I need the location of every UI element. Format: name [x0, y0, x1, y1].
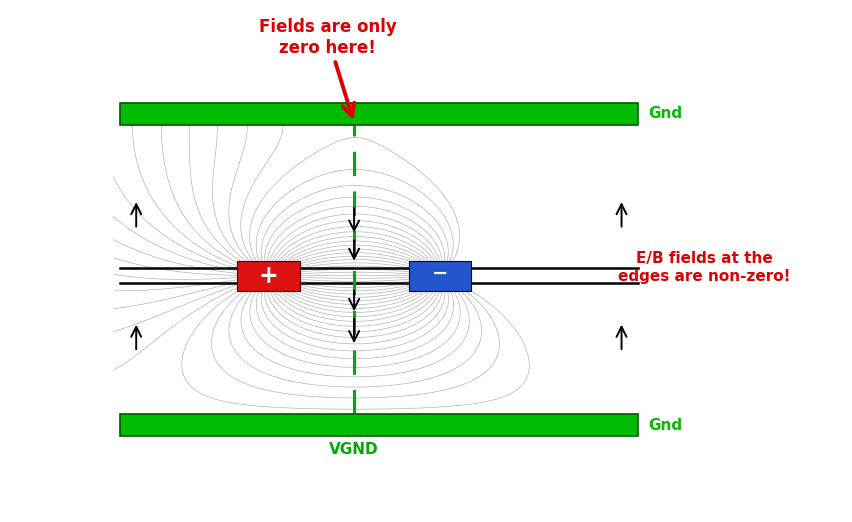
Text: E/B fields at the
edges are non-zero!: E/B fields at the edges are non-zero!: [618, 252, 791, 284]
Text: +: +: [258, 264, 278, 288]
Text: Gnd: Gnd: [648, 418, 682, 433]
Text: Fields are only
zero here!: Fields are only zero here!: [259, 18, 396, 116]
Bar: [237, 260, 300, 291]
Text: VGND: VGND: [330, 443, 379, 457]
Text: −: −: [432, 264, 448, 283]
Bar: [119, 103, 638, 125]
Bar: [119, 414, 638, 436]
Bar: [409, 260, 471, 291]
Text: Gnd: Gnd: [648, 106, 682, 122]
